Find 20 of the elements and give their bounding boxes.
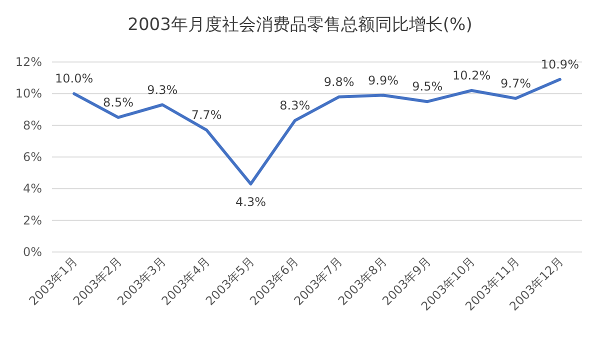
data-label: 9.5% [412, 80, 443, 94]
data-label: 10.9% [540, 57, 579, 72]
y-tick-label: 10% [15, 86, 42, 101]
data-label: 9.7% [500, 76, 531, 90]
y-tick-label: 2% [22, 213, 42, 228]
y-tick-label: 4% [22, 182, 42, 196]
data-label: 8.5% [103, 95, 134, 110]
data-label: 9.8% [324, 74, 354, 89]
y-tick-label: 0% [22, 245, 42, 259]
data-label: 9.3% [147, 82, 178, 97]
data-label: 8.3% [280, 98, 310, 113]
data-label: 9.9% [368, 73, 398, 88]
data-label: 4.3% [236, 194, 266, 209]
data-label: 10.2% [452, 68, 491, 82]
y-tick-label: 6% [22, 150, 42, 164]
chart-title: 2003年月度社会消费品零售总额同比增长(%) [128, 15, 472, 35]
y-tick-label: 8% [22, 118, 42, 132]
data-label: 10.0% [55, 72, 94, 86]
y-tick-label: 12% [15, 55, 42, 69]
data-label: 7.7% [191, 108, 222, 122]
